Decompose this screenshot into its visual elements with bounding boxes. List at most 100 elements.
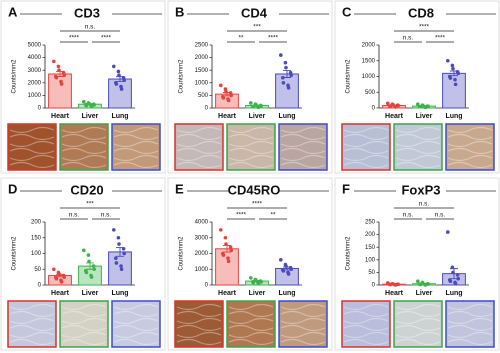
tissue-texture xyxy=(447,338,493,346)
panel-letter: C xyxy=(342,4,352,19)
tissue-texture xyxy=(113,161,159,169)
panel-title: CD45RO xyxy=(228,182,281,197)
tissue-texture xyxy=(9,154,55,162)
tissue-texture xyxy=(447,133,493,141)
data-point xyxy=(418,104,423,109)
y-tick-label: 50 xyxy=(368,270,375,276)
histology-image xyxy=(59,123,109,171)
tissue-texture xyxy=(343,126,389,134)
data-point xyxy=(62,275,66,279)
data-point xyxy=(289,73,294,78)
data-point xyxy=(86,253,91,257)
histology-image xyxy=(226,300,276,348)
bar xyxy=(215,248,239,286)
x-tick-label: Lung xyxy=(111,113,128,120)
tissue-texture xyxy=(176,126,222,134)
y-tick-label: 0 xyxy=(372,283,376,289)
data-point xyxy=(451,66,455,71)
tissue-texture xyxy=(9,338,55,346)
histology-image xyxy=(278,300,328,348)
y-tick-label: 0 xyxy=(205,106,209,112)
data-point xyxy=(455,273,460,277)
y-tick-label: 4000 xyxy=(28,55,42,61)
y-axis-label: Counts/mm2 xyxy=(179,59,185,94)
tissue-texture xyxy=(113,133,159,141)
y-tick-label: 0 xyxy=(205,283,209,289)
data-point xyxy=(388,104,393,109)
data-point xyxy=(393,105,398,109)
significance-label: *** xyxy=(86,201,94,208)
significance-label: *** xyxy=(253,24,261,31)
histology-image xyxy=(445,123,495,171)
tissue-texture xyxy=(343,147,389,155)
tissue-texture xyxy=(176,324,222,332)
data-point xyxy=(56,64,61,69)
tissue-texture xyxy=(61,147,107,155)
data-point xyxy=(229,93,233,98)
y-tick-label: 200 xyxy=(31,220,42,226)
data-point xyxy=(286,272,291,276)
data-point xyxy=(229,248,233,253)
tissue-texture xyxy=(280,338,326,346)
tissue-texture xyxy=(9,317,55,325)
bar xyxy=(275,73,299,109)
tissue-texture xyxy=(280,324,326,332)
tissue-texture xyxy=(395,140,441,148)
tissue-texture xyxy=(343,310,389,318)
data-point xyxy=(219,83,223,88)
histology-image xyxy=(59,300,109,348)
tissue-texture xyxy=(228,140,274,148)
data-point xyxy=(57,68,61,72)
significance-label: **** xyxy=(236,212,247,219)
panel-frame xyxy=(167,177,333,351)
y-tick-label: 2000 xyxy=(195,55,209,61)
tissue-texture xyxy=(9,310,55,318)
panel-frame xyxy=(334,0,500,174)
data-point xyxy=(448,76,453,80)
tissue-texture xyxy=(176,303,222,311)
tissue-texture xyxy=(61,133,107,141)
significance-label: n.s. xyxy=(85,24,96,31)
significance-label: n.s. xyxy=(69,212,80,219)
tissue-texture xyxy=(343,331,389,339)
tissue-texture xyxy=(447,154,493,162)
tissue-texture xyxy=(176,338,222,346)
significance-label: **** xyxy=(101,35,112,42)
tissue-texture xyxy=(343,324,389,332)
y-tick-label: 200 xyxy=(365,232,376,238)
tissue-texture xyxy=(176,133,222,141)
tissue-texture xyxy=(395,317,441,325)
data-point xyxy=(114,256,118,261)
data-point xyxy=(286,86,291,90)
y-tick-label: 5000 xyxy=(28,43,42,49)
significance-label: **** xyxy=(268,35,279,42)
tissue-texture xyxy=(113,310,159,318)
panel-title: FoxP3 xyxy=(401,182,440,197)
data-point xyxy=(450,265,455,270)
y-tick-label: 1000 xyxy=(195,80,209,86)
tissue-texture xyxy=(176,154,222,162)
tissue-texture xyxy=(280,317,326,325)
data-point xyxy=(281,81,286,85)
tissue-texture xyxy=(447,324,493,332)
bar xyxy=(108,78,132,109)
data-point xyxy=(453,77,457,82)
data-point xyxy=(228,245,233,249)
data-point xyxy=(249,101,253,105)
tissue-texture xyxy=(61,126,107,134)
significance-label: ** xyxy=(270,212,276,219)
panel-title: CD20 xyxy=(70,182,103,197)
tissue-texture xyxy=(9,126,55,134)
tissue-texture xyxy=(61,303,107,311)
panel-frame xyxy=(0,0,166,174)
data-point xyxy=(59,280,64,284)
y-tick-label: 0 xyxy=(38,283,42,289)
y-axis-label: Counts/mm2 xyxy=(346,59,352,94)
data-point xyxy=(117,242,121,246)
data-point xyxy=(54,75,59,80)
data-point xyxy=(114,261,119,265)
tissue-texture xyxy=(280,147,326,155)
tissue-texture xyxy=(343,338,389,346)
data-point xyxy=(114,82,119,86)
tissue-texture xyxy=(447,331,493,339)
